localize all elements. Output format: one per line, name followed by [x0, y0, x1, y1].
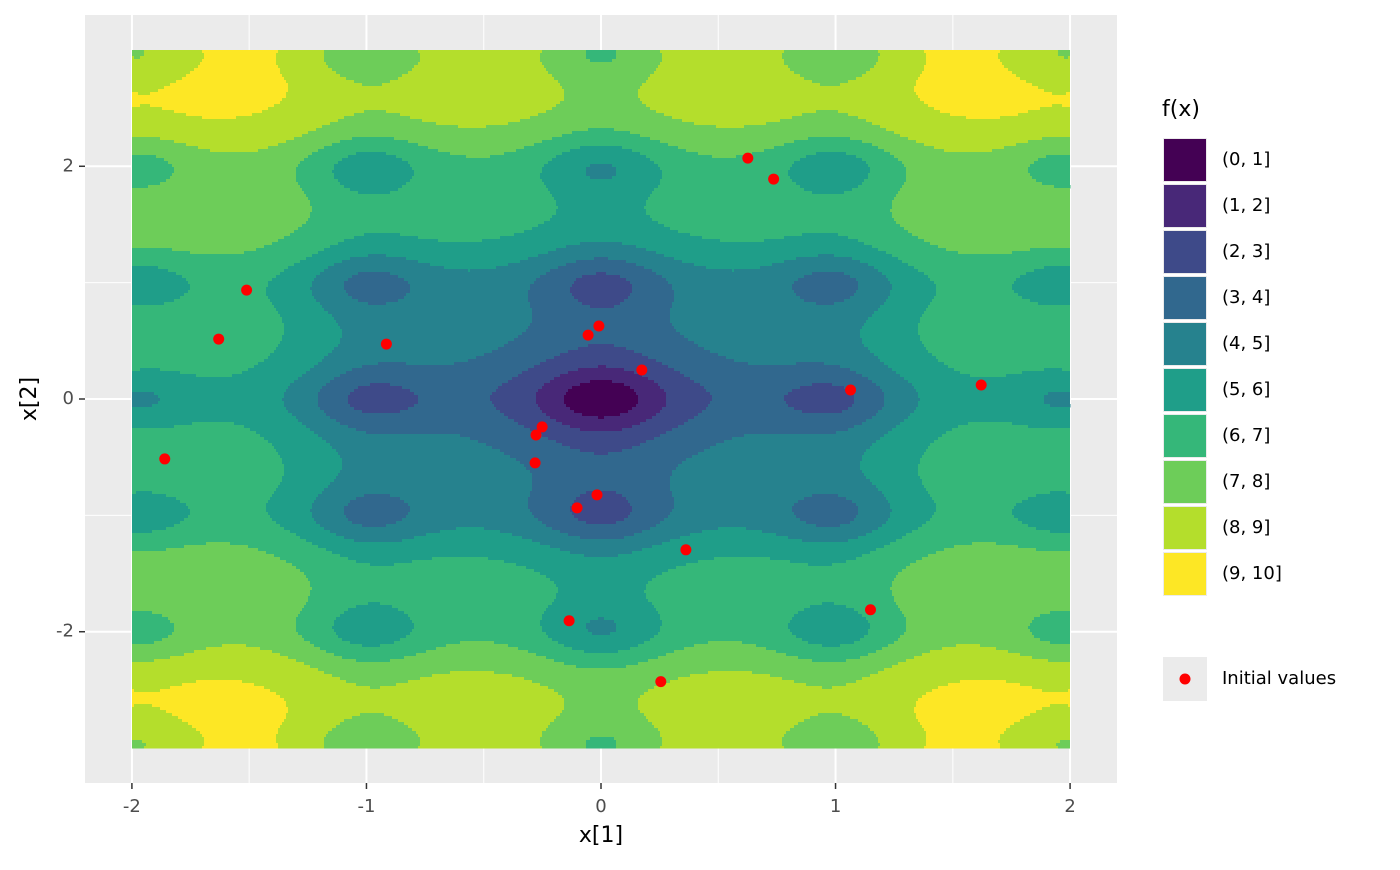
contour-field — [132, 50, 1071, 749]
contour-band — [278, 746, 325, 749]
legend-swatch — [1164, 415, 1206, 457]
legend-label: (6, 7] — [1222, 425, 1270, 446]
legend-label: (2, 3] — [1222, 241, 1270, 262]
legend-swatch — [1164, 553, 1206, 595]
point — [381, 339, 392, 350]
contour-band — [878, 746, 925, 749]
point — [655, 676, 666, 687]
y-tick-label: -2 — [56, 621, 74, 642]
point — [680, 544, 691, 555]
legend-label: (8, 9] — [1222, 517, 1270, 538]
x-tick-label: 2 — [1064, 796, 1075, 817]
x-tick-label: -1 — [357, 796, 375, 817]
legend-swatch — [1164, 139, 1206, 181]
point — [564, 615, 575, 626]
y-tick-label: 0 — [63, 388, 74, 409]
point — [530, 457, 541, 468]
legend: f(x) (0, 1] (1, 2] (2, 3] (3, 4] (4, 5] (5, 6… — [1162, 97, 1336, 701]
x-tick-label: 1 — [830, 796, 841, 817]
point — [213, 334, 224, 345]
contour-band — [202, 746, 279, 749]
contour-band — [1058, 746, 1070, 749]
legend-label: Initial values — [1222, 668, 1336, 689]
point — [593, 321, 604, 332]
legend-swatch — [1164, 461, 1206, 503]
legend-label: (1, 2] — [1222, 195, 1270, 216]
point — [636, 365, 647, 376]
point — [768, 174, 779, 185]
y-tick-label: 2 — [63, 155, 74, 176]
contour-band — [616, 746, 661, 749]
y-axis-label: x[2] — [17, 377, 42, 421]
x-tick-label: -2 — [123, 796, 141, 817]
legend-swatch — [1164, 369, 1206, 411]
legend-label: (3, 4] — [1222, 287, 1270, 308]
legend-marker — [1180, 674, 1191, 685]
contour-band — [660, 746, 785, 749]
legend-label: (9, 10] — [1222, 563, 1282, 584]
point — [572, 502, 583, 513]
point — [241, 285, 252, 296]
point — [592, 489, 603, 500]
x-tick-label: 0 — [595, 796, 606, 817]
legend-swatch — [1164, 231, 1206, 273]
contour-band — [542, 746, 587, 749]
contour-band — [144, 746, 203, 749]
legend-swatch — [1164, 185, 1206, 227]
legend-label: (7, 8] — [1222, 471, 1270, 492]
point — [583, 330, 594, 341]
legend-title: f(x) — [1162, 97, 1200, 122]
contour-band — [418, 746, 543, 749]
point — [531, 429, 542, 440]
legend-swatch — [1164, 507, 1206, 549]
point — [845, 385, 856, 396]
point — [742, 153, 753, 164]
legend-label: (0, 1] — [1222, 149, 1270, 170]
contour-band — [586, 746, 617, 749]
contour-band — [324, 746, 419, 749]
legend-swatch — [1164, 277, 1206, 319]
x-axis-label: x[1] — [579, 823, 623, 848]
contour-band — [132, 746, 145, 749]
contour-band — [1000, 746, 1059, 749]
contour-band — [924, 746, 1001, 749]
legend-swatch — [1164, 323, 1206, 365]
legend-label: (5, 6] — [1222, 379, 1270, 400]
point — [865, 604, 876, 615]
point — [976, 380, 987, 391]
point — [159, 453, 170, 464]
legend-label: (4, 5] — [1222, 333, 1270, 354]
contour-band — [784, 746, 879, 749]
